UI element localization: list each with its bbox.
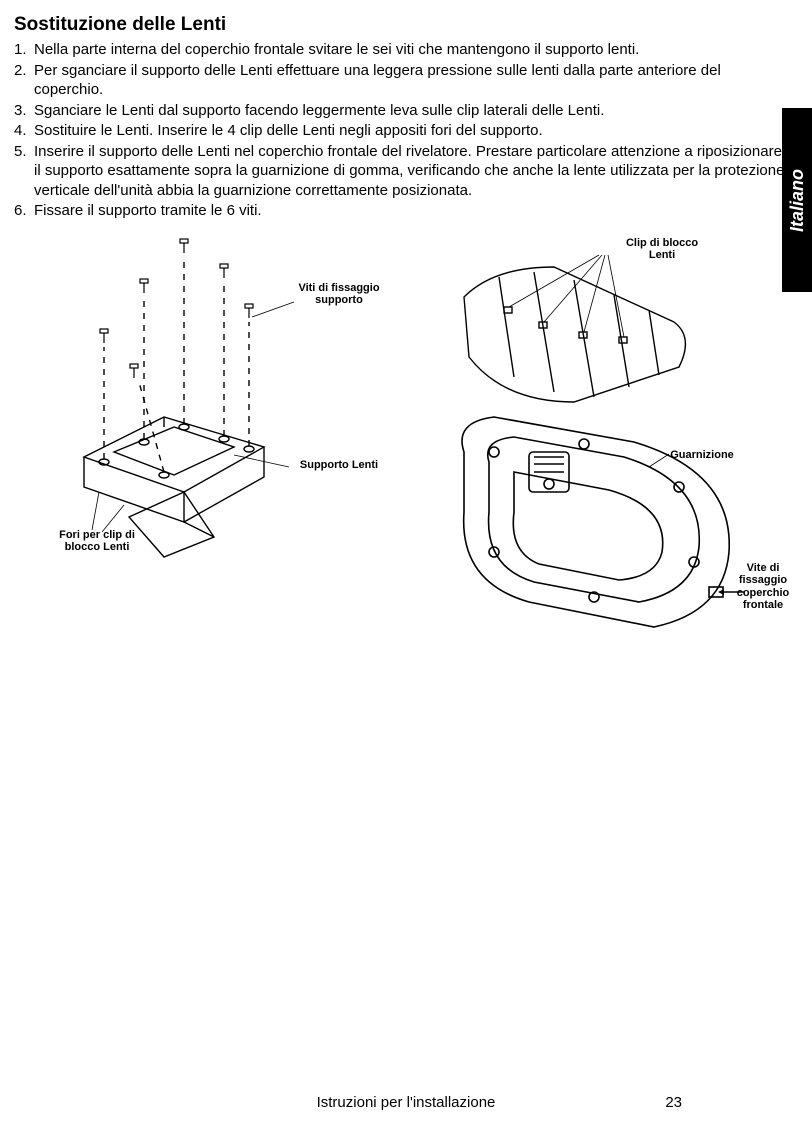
label-guarnizione: Guarnizione xyxy=(662,449,742,462)
page-footer: Istruzioni per l'installazione 23 xyxy=(0,1094,812,1111)
page-title: Sostituzione delle Lenti xyxy=(14,14,790,36)
step-item: 1.Nella parte interna del coperchio fron… xyxy=(14,40,790,60)
step-item: 4.Sostituire le Lenti. Inserire le 4 cli… xyxy=(14,121,790,141)
lens-support-diagram xyxy=(34,227,374,567)
page-number: 23 xyxy=(665,1094,682,1111)
label-viti: Viti di fissaggio supporto xyxy=(284,282,394,307)
diagrams-area: Viti di fissaggio supporto Supporto Lent… xyxy=(14,227,790,647)
lens-piece-diagram xyxy=(444,247,724,407)
steps-list: 1.Nella parte interna del coperchio fron… xyxy=(14,40,790,221)
label-clip: Clip di blocco Lenti xyxy=(612,237,712,262)
cover-housing-diagram xyxy=(434,402,754,642)
footer-text: Istruzioni per l'installazione xyxy=(317,1094,496,1111)
label-supporto: Supporto Lenti xyxy=(289,459,389,472)
step-item: 5.Inserire il supporto delle Lenti nel c… xyxy=(14,142,790,201)
step-item: 2.Per sganciare il supporto delle Lenti … xyxy=(14,61,790,100)
step-item: 3.Sganciare le Lenti dal supporto facend… xyxy=(14,101,790,121)
label-fori: Fori per clip di blocco Lenti xyxy=(52,529,142,554)
label-vite: Vite di fissaggio coperchio frontale xyxy=(728,562,798,613)
step-item: 6.Fissare il supporto tramite le 6 viti. xyxy=(14,201,790,221)
